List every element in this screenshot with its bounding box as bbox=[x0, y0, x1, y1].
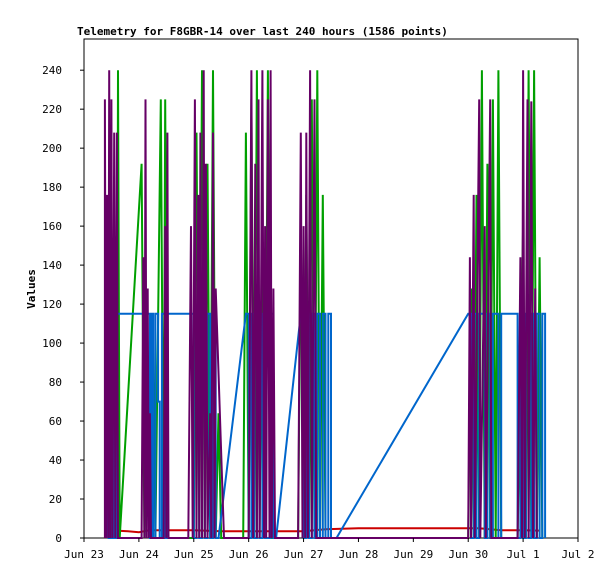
y-tick-label: 120 bbox=[42, 298, 62, 311]
y-tick-label: 20 bbox=[49, 493, 62, 506]
y-tick-label: 180 bbox=[42, 181, 62, 194]
x-axis: Jun 23 Jun 24 Jun 25 Jun 26 Jun 27 Jun 28 Jun … bbox=[64, 538, 595, 561]
y-tick-label: 240 bbox=[42, 64, 62, 77]
y-axis-label: Values bbox=[25, 269, 38, 309]
series-layer bbox=[103, 70, 547, 539]
x-tick-label: Jun 28 bbox=[339, 548, 379, 561]
y-tick-label: 140 bbox=[42, 259, 62, 272]
x-tick-label: Jun 24 bbox=[119, 548, 159, 561]
x-tick-label: Jun 29 bbox=[393, 548, 433, 561]
y-tick-label: 160 bbox=[42, 220, 62, 233]
x-tick-label: Jun 25 bbox=[174, 548, 214, 561]
x-tick-label: Jun 26 bbox=[229, 548, 269, 561]
x-tick-label: Jun 27 bbox=[284, 548, 324, 561]
y-tick-label: 0 bbox=[55, 532, 62, 545]
y-tick-label: 60 bbox=[49, 415, 62, 428]
y-tick-label: 200 bbox=[42, 142, 62, 155]
chart-title: Telemetry for F8GBR-14 over last 240 hou… bbox=[77, 25, 448, 38]
y-tick-label: 40 bbox=[49, 454, 62, 467]
y-axis: 0 20 40 60 80 100 120 140 160 180 200 220 240 bbox=[42, 64, 84, 545]
y-tick-label: 100 bbox=[42, 337, 62, 350]
x-tick-label: Jun 30 bbox=[448, 548, 488, 561]
x-tick-label: Jul 2 bbox=[561, 548, 594, 561]
series-line-4 bbox=[103, 70, 538, 539]
y-tick-label: 80 bbox=[49, 376, 62, 389]
x-tick-label: Jul 1 bbox=[507, 548, 540, 561]
x-tick-label: Jun 23 bbox=[64, 548, 104, 561]
y-tick-label: 220 bbox=[42, 103, 62, 116]
